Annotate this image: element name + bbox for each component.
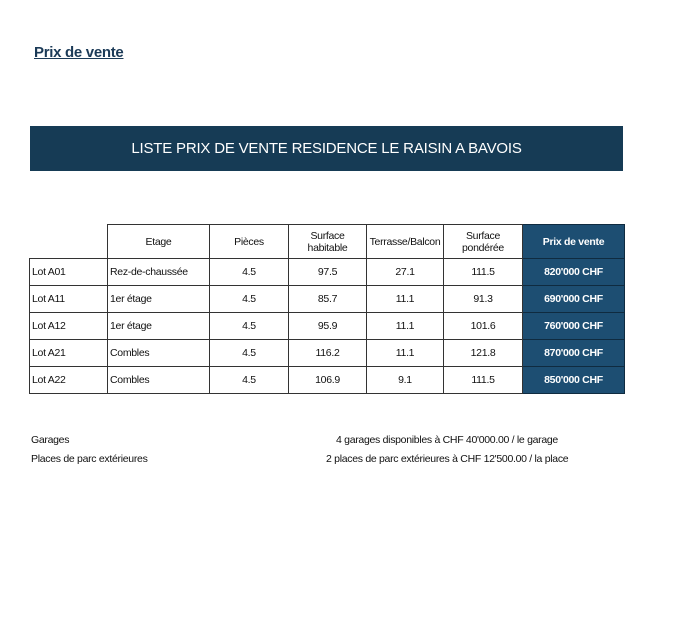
column-header bbox=[29, 224, 108, 259]
table-cell: 97.5 bbox=[288, 258, 367, 286]
table-cell: Lot A01 bbox=[29, 258, 108, 286]
table-cell: 4.5 bbox=[209, 366, 289, 394]
price-cell: 870'000 CHF bbox=[522, 339, 625, 367]
table-row: Lot A01 Rez-de-chaussée 4.5 97.5 27.1 111.5 82… bbox=[29, 258, 625, 286]
column-header: Terrasse/Balcon bbox=[366, 224, 444, 259]
table-cell: 1er étage bbox=[107, 312, 210, 340]
table-cell: Lot A22 bbox=[29, 366, 108, 394]
table-row: Lot A11 1er étage 4.5 85.7 11.1 91.3 690'000 C… bbox=[29, 285, 625, 313]
table-cell: Lot A11 bbox=[29, 285, 108, 313]
table-cell: 95.9 bbox=[288, 312, 367, 340]
price-cell: 760'000 CHF bbox=[522, 312, 625, 340]
price-cell: 850'000 CHF bbox=[522, 366, 625, 394]
table-cell: 11.1 bbox=[366, 312, 444, 340]
banner-heading: LISTE PRIX DE VENTE RESIDENCE LE RAISIN … bbox=[30, 126, 623, 171]
table-cell: 106.9 bbox=[288, 366, 367, 394]
footer-value-parking: 2 places de parc extérieures à CHF 12'50… bbox=[326, 453, 569, 465]
footer-label-parking: Places de parc extérieures bbox=[31, 453, 148, 465]
table-cell: 121.8 bbox=[443, 339, 523, 367]
table-cell: 4.5 bbox=[209, 285, 289, 313]
table-cell: Rez-de-chaussée bbox=[107, 258, 210, 286]
table-cell: 111.5 bbox=[443, 258, 523, 286]
table-cell: 111.5 bbox=[443, 366, 523, 394]
table-cell: 4.5 bbox=[209, 258, 289, 286]
table-cell: 91.3 bbox=[443, 285, 523, 313]
table-cell: 9.1 bbox=[366, 366, 444, 394]
table-cell: 11.1 bbox=[366, 339, 444, 367]
table-cell: 101.6 bbox=[443, 312, 523, 340]
table-cell: Combles bbox=[107, 339, 210, 367]
table-cell: Lot A12 bbox=[29, 312, 108, 340]
table-row: Lot A12 1er étage 4.5 95.9 11.1 101.6 760'000 … bbox=[29, 312, 625, 340]
price-table: Etage Pièces Surface habitable Terrasse/Bal… bbox=[29, 224, 625, 394]
table-header-row: Etage Pièces Surface habitable Terrasse/Bal… bbox=[29, 224, 625, 259]
table-cell: 4.5 bbox=[209, 312, 289, 340]
table-cell: 116.2 bbox=[288, 339, 367, 367]
table-row: Lot A21 Combles 4.5 116.2 11.1 121.8 870'000 C… bbox=[29, 339, 625, 367]
table-cell: 11.1 bbox=[366, 285, 444, 313]
table-cell: 27.1 bbox=[366, 258, 444, 286]
footer-label-garages: Garages bbox=[31, 434, 70, 446]
table-row: Lot A22 Combles 4.5 106.9 9.1 111.5 850'000 CH… bbox=[29, 366, 625, 394]
price-cell: 820'000 CHF bbox=[522, 258, 625, 286]
page-title: Prix de vente bbox=[34, 44, 124, 61]
column-header: Surface habitable bbox=[288, 224, 367, 259]
column-header: Surface pondérée bbox=[443, 224, 523, 259]
table-cell: 4.5 bbox=[209, 339, 289, 367]
column-header: Prix de vente bbox=[522, 224, 625, 259]
table-cell: 85.7 bbox=[288, 285, 367, 313]
table-cell: Combles bbox=[107, 366, 210, 394]
price-cell: 690'000 CHF bbox=[522, 285, 625, 313]
table-cell: 1er étage bbox=[107, 285, 210, 313]
table-cell: Lot A21 bbox=[29, 339, 108, 367]
column-header: Pièces bbox=[209, 224, 289, 259]
footer-value-garages: 4 garages disponibles à CHF 40'000.00 / … bbox=[336, 434, 558, 446]
column-header: Etage bbox=[107, 224, 210, 259]
